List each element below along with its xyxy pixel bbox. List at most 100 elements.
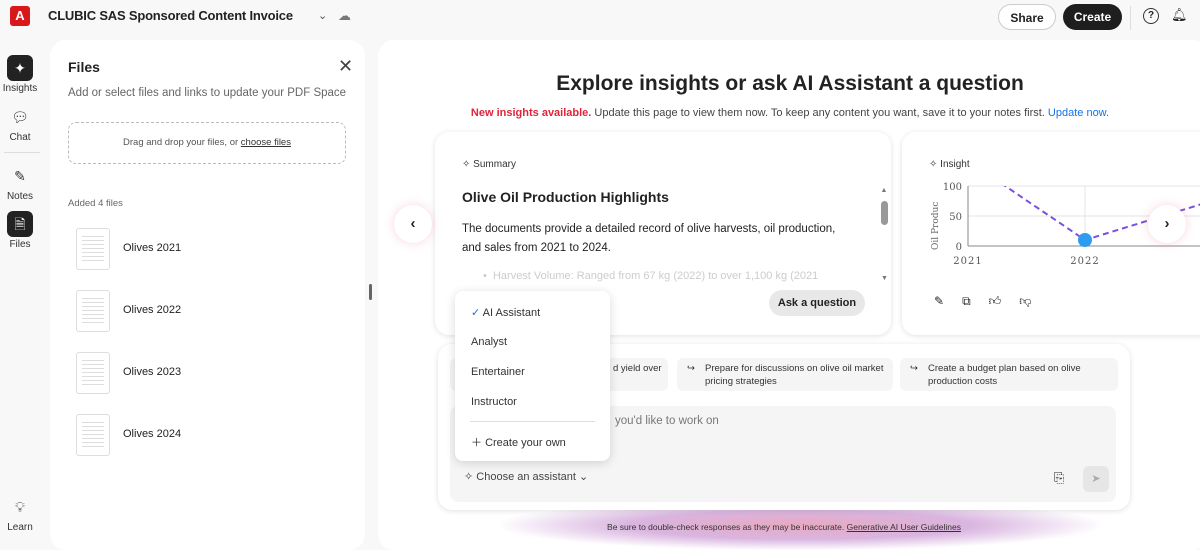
chat-icon: 💬︎	[11, 109, 29, 125]
thumbs-up-icon[interactable]: 👍︎	[988, 294, 1020, 308]
plus-icon: ＋	[471, 437, 486, 449]
ask-question-button[interactable]: Ask a question	[769, 290, 865, 316]
panel-resize-handle[interactable]	[369, 284, 372, 300]
chooser-label: Choose an assistant	[476, 471, 576, 483]
suggestion-chip[interactable]: ↪ Prepare for discussions on olive oil ma…	[677, 358, 893, 391]
save-note-icon[interactable]: ✎	[934, 294, 963, 308]
file-thumbnail	[76, 414, 110, 456]
drop-text: Drag and drop your files, or	[123, 137, 241, 148]
top-bar: A CLUBIC SAS Sponsored Content Invoice ⌄…	[0, 0, 1200, 36]
assistant-menu: ✓ AI Assistant Analyst Entertainer Instr…	[455, 291, 610, 461]
guidelines-link[interactable]: Generative AI User Guidelines	[846, 522, 961, 532]
files-subtitle: Add or select files and links to update …	[68, 87, 347, 99]
file-item[interactable]: Olives 2021	[76, 228, 336, 274]
menu-label: AI Assistant	[482, 307, 541, 319]
summary-text: The documents provide a detailed record …	[462, 223, 836, 254]
disclaimer: Be sure to double-check responses as the…	[0, 522, 1200, 532]
menu-item-ai-assistant[interactable]: ✓ AI Assistant	[471, 306, 540, 319]
input-placeholder: you'd like to work on	[615, 415, 719, 427]
x-tick-label: 2022	[1070, 256, 1099, 267]
scrollbar-thumb[interactable]	[881, 201, 888, 225]
choose-assistant-dropdown[interactable]: ✧ Choose an assistant ⌄	[464, 470, 588, 483]
suggestion-chip[interactable]: ↪ Create a budget plan based on olive pro…	[900, 358, 1118, 391]
attach-file-icon[interactable]: ⎘	[1054, 470, 1065, 485]
rail-item-files[interactable]: 🗎︎ Files	[0, 211, 40, 250]
rail-label: Chat	[9, 132, 31, 143]
insight-tag: ✧ Insight	[929, 159, 970, 170]
file-item[interactable]: Olives 2024	[76, 414, 336, 460]
insights-icon: ✦	[7, 55, 33, 81]
sparkle-icon: ✧	[929, 159, 941, 170]
file-name: Olives 2021	[123, 242, 182, 254]
menu-item-analyst[interactable]: Analyst	[471, 336, 508, 348]
rail-item-learn[interactable]: 💡︎ Learn	[0, 494, 40, 533]
rail-label: Files	[9, 239, 31, 250]
cloud-icon: ☁	[338, 8, 351, 23]
send-button[interactable]: ➤	[1083, 466, 1109, 492]
file-thumbnail	[76, 352, 110, 394]
chip-text: d yield over	[613, 363, 662, 374]
summary-bullet: • Harvest Volume: Ranged from 67 kg (202…	[483, 270, 819, 282]
check-icon: ✓	[471, 307, 483, 319]
y-tick-label: 0	[956, 242, 962, 253]
x-tick-label: 2021	[953, 256, 982, 267]
file-thumbnail	[76, 290, 110, 332]
file-name: Olives 2022	[123, 304, 182, 316]
file-name: Olives 2024	[123, 428, 182, 440]
y-axis-label: Oil Produc	[931, 202, 941, 250]
tag-label: Summary	[473, 159, 516, 170]
reply-arrow-icon: ↪	[910, 363, 918, 374]
file-item[interactable]: Olives 2023	[76, 352, 336, 398]
chip-text: Prepare for discussions on olive oil mar…	[705, 363, 884, 387]
menu-item-instructor[interactable]: Instructor	[471, 396, 517, 408]
copy-icon[interactable]: ⧉	[962, 294, 989, 308]
menu-item-entertainer[interactable]: Entertainer	[471, 366, 525, 378]
added-count: Added 4 files	[68, 198, 123, 209]
rail-label: Learn	[7, 522, 33, 533]
chevron-down-icon: ⌄	[579, 471, 589, 483]
sparkle-icon: ✧	[462, 159, 474, 170]
file-item[interactable]: Olives 2022	[76, 290, 336, 336]
summary-title: Olive Oil Production Highlights	[462, 189, 669, 205]
files-panel: Files ✕ Add or select files and links to…	[50, 40, 365, 550]
y-tick-label: 100	[943, 182, 962, 193]
thumbs-down-icon[interactable]: 👎︎	[1019, 294, 1050, 308]
file-name: Olives 2023	[123, 366, 182, 378]
drop-zone[interactable]: Drag and drop your files, or choose file…	[68, 122, 346, 164]
carousel-next-button[interactable]: ›	[1148, 205, 1186, 243]
notice-new: New insights available.	[470, 107, 592, 119]
files-title: Files	[68, 59, 100, 75]
rail-label: Notes	[6, 191, 34, 202]
rail-item-insights[interactable]: ✦ Insights	[0, 55, 40, 94]
chip-text: Create a budget plan based on olive prod…	[928, 363, 1081, 387]
rail-label: Insights	[2, 83, 38, 94]
share-button[interactable]: Share	[998, 4, 1056, 30]
notice-text: Update this page to view them now. To ke…	[591, 107, 1048, 119]
update-now-link[interactable]: Update now.	[1047, 107, 1110, 119]
rail-item-chat[interactable]: 💬︎ Chat	[0, 104, 40, 143]
scroll-down-icon[interactable]: ▼	[881, 275, 888, 282]
adobe-acrobat-logo[interactable]: A	[10, 6, 30, 26]
insights-notice: New insights available. Update this page…	[0, 107, 1200, 119]
disclaimer-text: Be sure to double-check responses as the…	[607, 522, 847, 532]
scrollbar[interactable]: ▲ ▼	[880, 187, 888, 282]
lightbulb-icon: 💡︎	[15, 499, 25, 515]
menu-label: Create your own	[485, 437, 566, 449]
create-button[interactable]: Create	[1063, 4, 1122, 30]
data-point	[1078, 233, 1092, 247]
bell-icon[interactable]: 🔔︎	[1171, 7, 1188, 22]
menu-item-create-your-own[interactable]: ＋ Create your own	[471, 434, 566, 450]
chevron-down-icon[interactable]: ⌄	[318, 10, 328, 22]
insight-chart: 0 50 100 2021 2022 Oil Produc	[931, 182, 1200, 267]
rail-item-notes[interactable]: ✎ Notes	[0, 163, 40, 202]
document-title[interactable]: CLUBIC SAS Sponsored Content Invoice	[48, 8, 293, 23]
notes-icon: ✎	[14, 168, 26, 184]
carousel-prev-button[interactable]: ‹	[394, 205, 432, 243]
close-icon[interactable]: ✕	[338, 56, 354, 76]
help-icon[interactable]: ?	[1143, 8, 1159, 24]
choose-files-link[interactable]: choose files	[240, 137, 291, 148]
sparkle-icon: ✧	[464, 471, 477, 483]
divider	[4, 152, 40, 153]
file-thumbnail	[76, 228, 110, 270]
reply-arrow-icon: ↪	[687, 363, 695, 374]
